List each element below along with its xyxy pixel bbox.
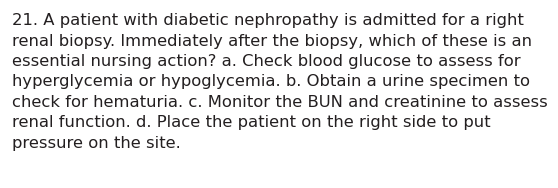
Text: 21. A patient with diabetic nephropathy is admitted for a right
renal biopsy. Im: 21. A patient with diabetic nephropathy … [12,13,548,151]
